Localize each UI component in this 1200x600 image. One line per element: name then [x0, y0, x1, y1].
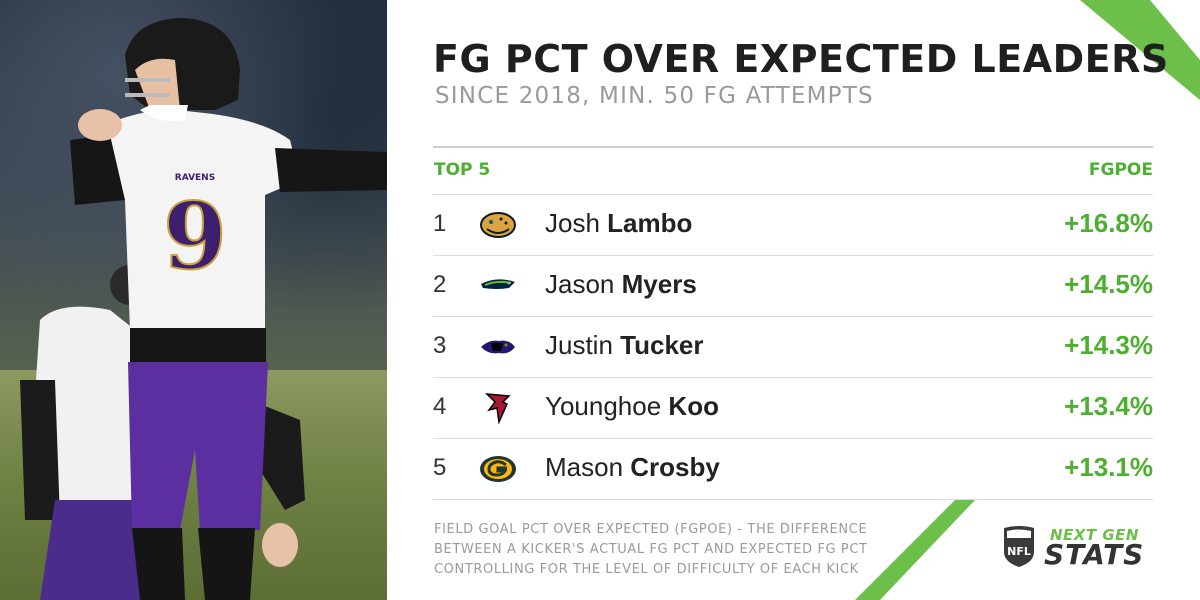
last-name: Koo — [668, 391, 719, 421]
page-subtitle: SINCE 2018, MIN. 50 FG ATTEMPTS — [435, 83, 874, 109]
ravens-logo-icon — [481, 340, 515, 354]
player-name: Josh Lambo — [545, 208, 692, 239]
svg-text:NFL: NFL — [1007, 545, 1031, 558]
table-header-fgpoe: FGPOE — [1088, 160, 1153, 180]
table-header-top5: TOP 5 — [434, 160, 491, 180]
table-row: 2 Jason Myers +14.5% — [433, 256, 1153, 317]
falcons-logo-icon — [485, 393, 511, 424]
nfl-shield-icon: NFL — [1004, 526, 1034, 567]
last-name: Tucker — [620, 330, 704, 360]
last-name: Crosby — [630, 452, 720, 482]
first-name: Justin — [545, 330, 613, 360]
player-photo: 9 RAVENS — [0, 0, 387, 600]
player-name: Jason Myers — [545, 269, 697, 300]
table-row: 3 Justin Tucker +14.3% — [433, 317, 1153, 378]
first-name: Younghoe — [545, 391, 662, 421]
leaders-table: 1 Josh Lambo +16.8% 2 Jason Myers +14.5%… — [433, 195, 1153, 500]
divider — [433, 146, 1153, 148]
last-name: Lambo — [607, 208, 693, 238]
first-name: Mason — [545, 452, 624, 482]
first-name: Josh — [545, 208, 600, 238]
rank: 4 — [433, 393, 447, 420]
page-title: FG PCT OVER EXPECTED LEADERS — [433, 37, 1169, 81]
jaguars-logo-icon — [480, 212, 516, 238]
divider — [433, 194, 1153, 195]
seahawks-logo-icon — [481, 279, 515, 289]
fgpoe-value: +14.5% — [1064, 269, 1153, 299]
kicker-illustration: 9 RAVENS — [20, 18, 387, 600]
fgpoe-value: +14.3% — [1064, 330, 1153, 360]
fgpoe-value: +13.1% — [1064, 452, 1153, 482]
next-gen-label: NEXT GEN — [1050, 526, 1139, 544]
packers-logo-icon — [480, 456, 516, 482]
fgpoe-value: +13.4% — [1064, 391, 1153, 421]
table-row: 1 Josh Lambo +16.8% — [433, 195, 1153, 256]
kicker-figure: 9 RAVENS — [70, 18, 387, 600]
content-panel: FG PCT OVER EXPECTED LEADERS SINCE 2018,… — [433, 0, 1168, 600]
last-name: Myers — [621, 269, 697, 299]
rank: 2 — [433, 271, 447, 298]
footnote-line: CONTROLLING FOR THE LEVEL OF DIFFICULTY … — [434, 562, 859, 577]
jersey-wordmark: RAVENS — [175, 173, 215, 183]
fgpoe-value: +16.8% — [1064, 208, 1153, 238]
player-name: Justin Tucker — [545, 330, 704, 361]
player-name: Younghoe Koo — [545, 391, 719, 422]
footnote: FIELD GOAL PCT OVER EXPECTED (FGPOE) - T… — [434, 520, 874, 580]
table-row: 5 Mason Crosby +13.1% — [433, 439, 1153, 500]
footnote-line: BETWEEN A KICKER'S ACTUAL FG PCT AND EXP… — [434, 542, 868, 557]
next-gen-stats-logo: NFL NEXT GEN STATS — [1002, 524, 1152, 572]
stats-label: STATS — [1044, 538, 1145, 571]
player-name: Mason Crosby — [545, 452, 720, 483]
rank: 5 — [433, 454, 447, 481]
first-name: Jason — [545, 269, 615, 299]
rank: 3 — [433, 332, 447, 359]
footnote-line: FIELD GOAL PCT OVER EXPECTED (FGPOE) - T… — [434, 522, 868, 537]
rank: 1 — [433, 210, 447, 237]
jersey-number: 9 — [163, 182, 227, 290]
table-row: 4 Younghoe Koo +13.4% — [433, 378, 1153, 439]
